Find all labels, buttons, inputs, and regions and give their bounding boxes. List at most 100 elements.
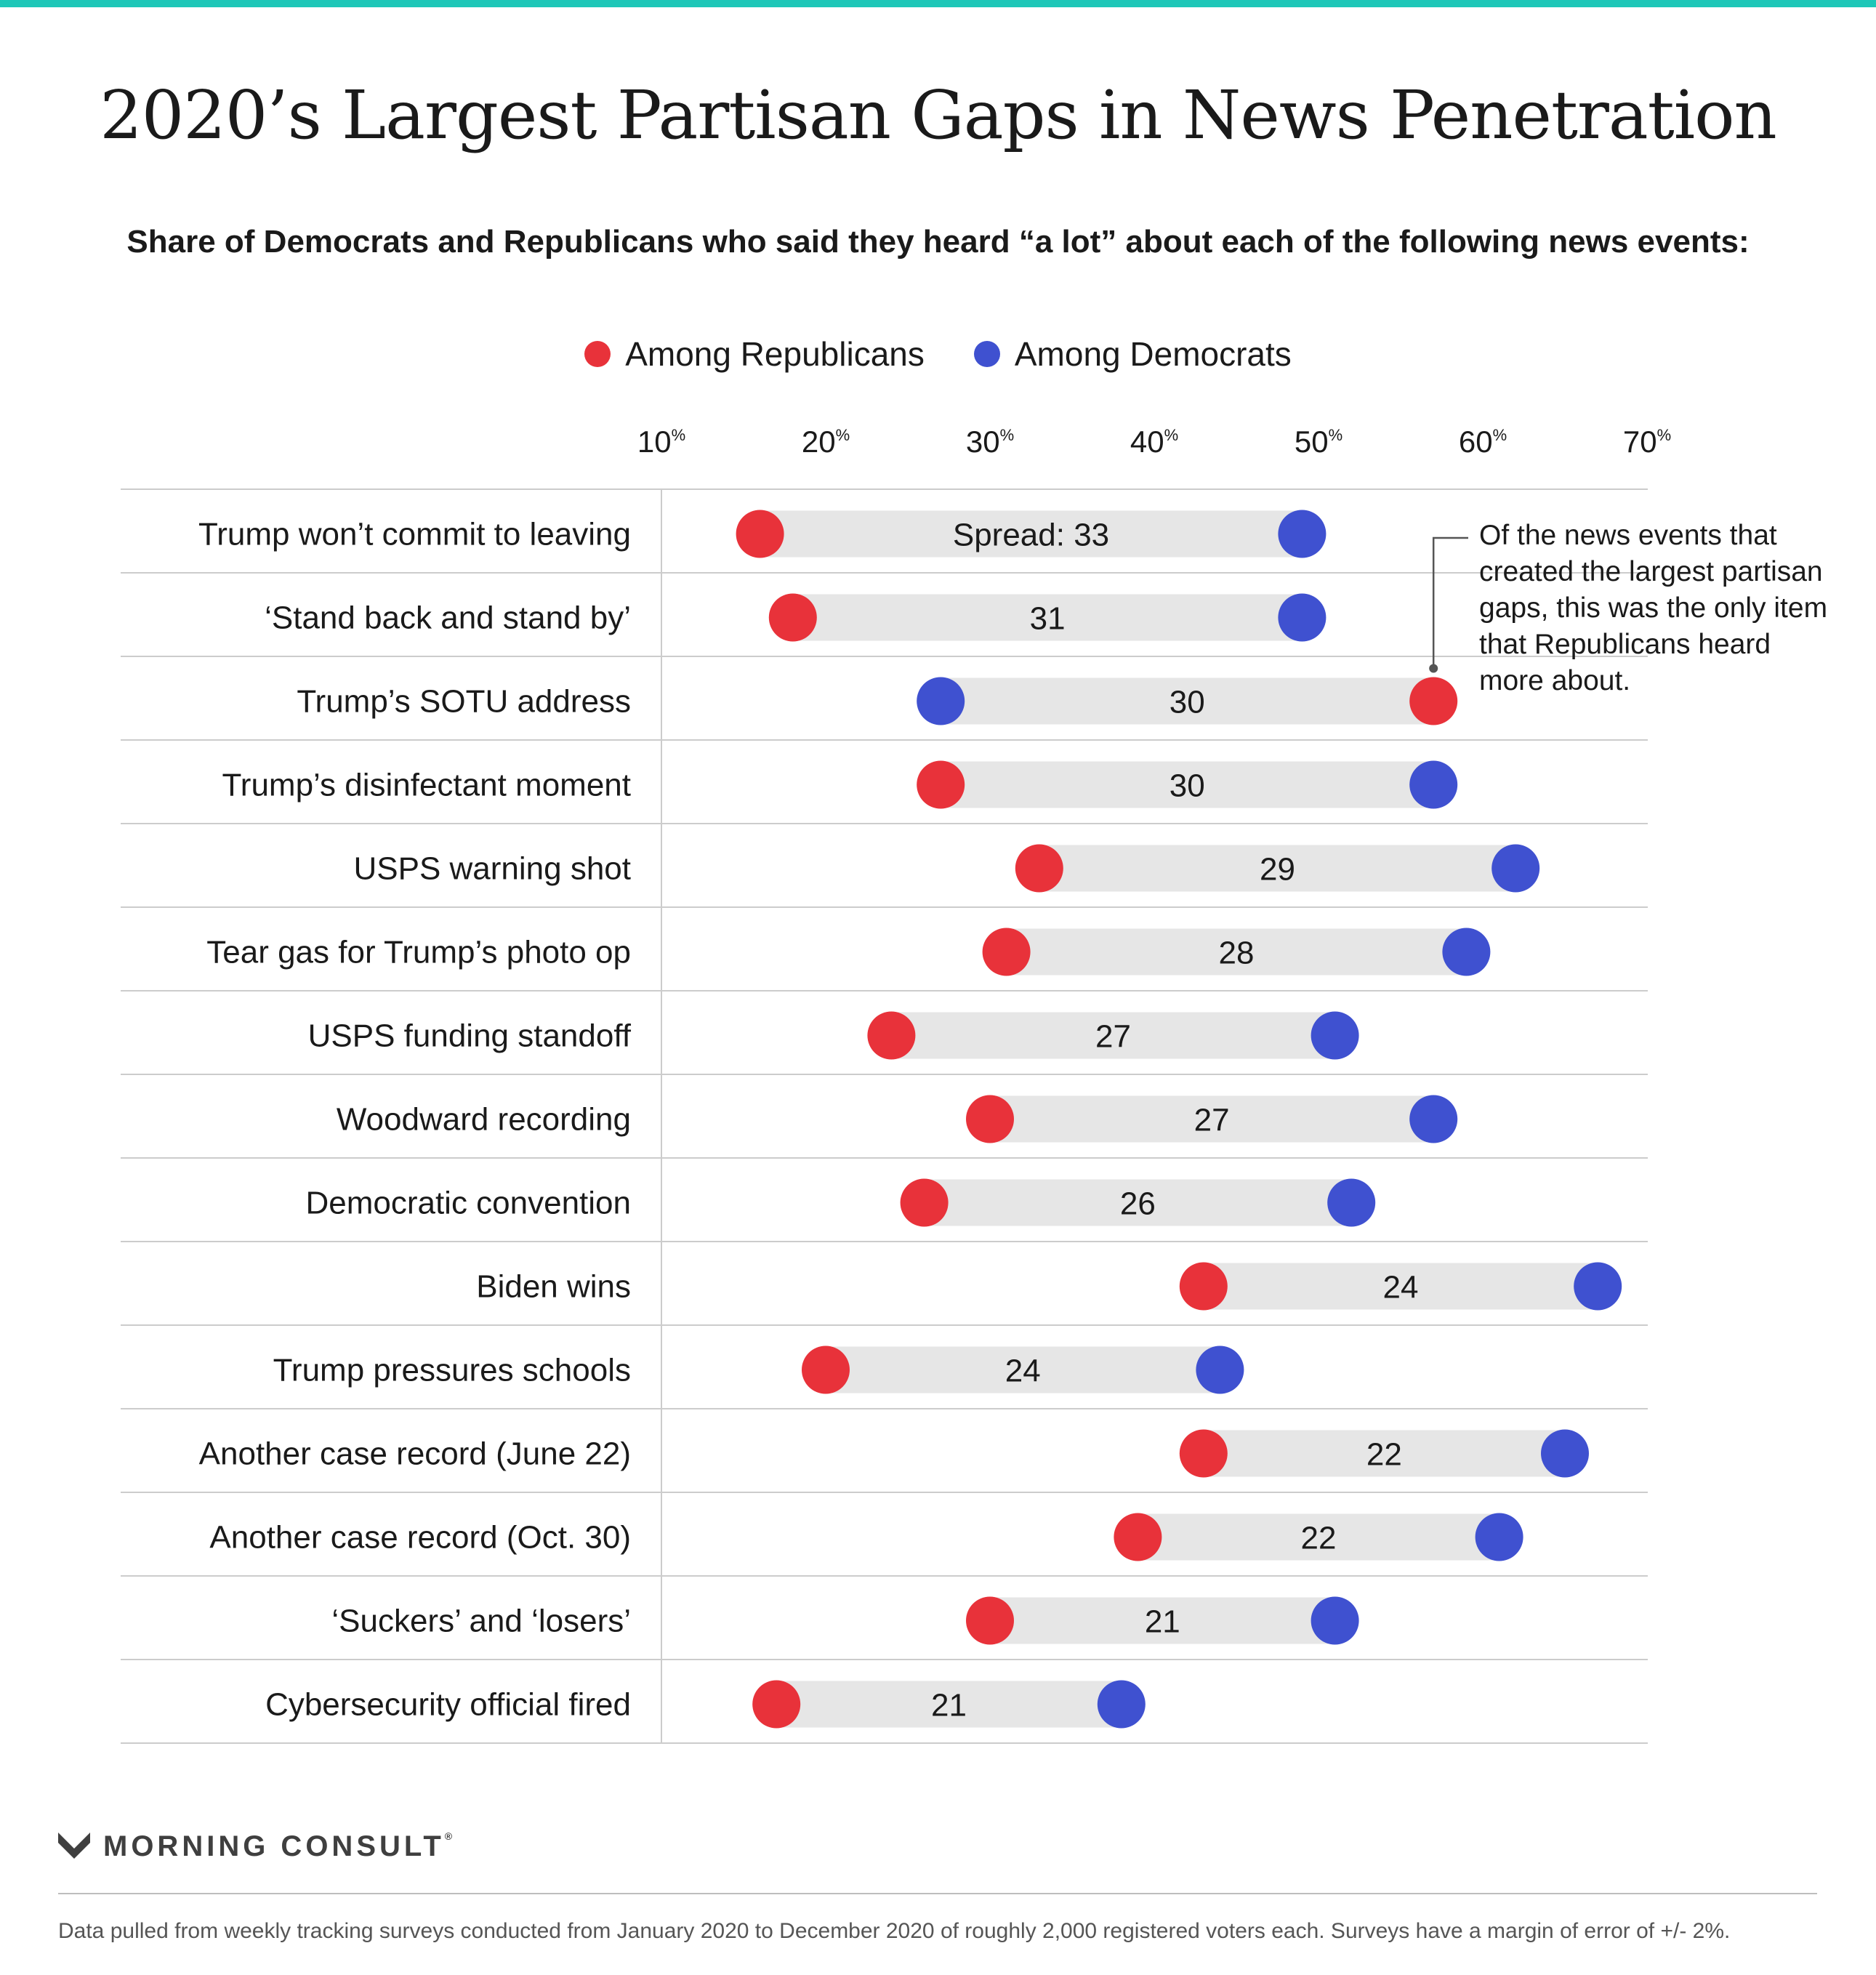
x-tick-label: 40% <box>1130 425 1178 459</box>
annotation-leader-line <box>1432 536 1468 669</box>
category-label: USPS funding standoff <box>308 1018 632 1054</box>
legend-item-democrats: Among Democrats <box>973 334 1292 374</box>
legend-label-democrats: Among Democrats <box>1014 335 1292 373</box>
spread-bar <box>760 510 1303 558</box>
annotation-leader-dot <box>1429 664 1438 673</box>
dumbbell-chart: 10% 20% 30% 40% 50% 60% 70% Trump won’t commit … <box>121 425 1671 1744</box>
x-tick-label: 20% <box>802 425 850 459</box>
spread-label: 26 <box>1120 1186 1156 1222</box>
spread-bar <box>941 677 1434 725</box>
republican-dot <box>768 593 817 642</box>
category-label: Woodward recording <box>337 1102 631 1138</box>
brand-name: MORNING CONSULT® <box>103 1830 456 1862</box>
spread-bar <box>990 1597 1335 1644</box>
chart-subtitle: Share of Democrats and Republicans who s… <box>126 224 1750 260</box>
republican-dot <box>917 760 965 809</box>
category-label: Another case record (Oct. 30) <box>209 1520 631 1556</box>
spread-label: 24 <box>1383 1270 1419 1306</box>
legend-label-republicans: Among Republicans <box>625 335 925 373</box>
spread-bar <box>1006 928 1467 976</box>
republican-dot <box>1179 1429 1228 1478</box>
category-label: Trump’s disinfectant moment <box>222 768 631 803</box>
republican-dot <box>900 1178 949 1227</box>
spread-bar <box>924 1179 1352 1226</box>
legend-dot-democrats <box>973 341 1000 367</box>
top-accent-bar <box>0 0 1876 7</box>
republican-dot <box>867 1011 916 1060</box>
legend-item-republicans: Among Republicans <box>584 334 925 374</box>
legend-dot-republicans <box>584 341 611 367</box>
democrat-dot <box>1409 760 1458 809</box>
sotu-annotation: Of the news events that created the larg… <box>1479 520 1828 696</box>
democrat-dot <box>1475 1513 1523 1561</box>
spread-bar <box>891 1012 1335 1059</box>
category-label: ‘Suckers’ and ‘losers’ <box>331 1604 631 1639</box>
x-tick-label: 60% <box>1459 425 1507 459</box>
spread-label: 21 <box>1145 1604 1180 1640</box>
republican-dot <box>802 1346 850 1394</box>
republican-dot <box>1114 1513 1162 1561</box>
category-label: Trump won’t commit to leaving <box>198 517 631 552</box>
brand: MORNING CONSULT® <box>58 1830 456 1863</box>
democrat-dot <box>1541 1429 1589 1478</box>
democrat-dot <box>1278 510 1327 558</box>
republican-dot <box>966 1596 1014 1645</box>
footnote: Data pulled from weekly tracking surveys… <box>58 1919 1731 1943</box>
category-label: ‘Stand back and stand by’ <box>265 600 631 636</box>
republican-dot <box>736 510 784 558</box>
chart-title: 2020’s Largest Partisan Gaps in News Pen… <box>100 76 1777 154</box>
x-tick-label: 10% <box>637 425 685 459</box>
republican-dot <box>1179 1262 1228 1311</box>
spread-label: 30 <box>1170 768 1205 804</box>
democrat-dot <box>1409 1095 1458 1143</box>
spread-bar <box>776 1681 1122 1728</box>
spread-label: 27 <box>1095 1019 1131 1055</box>
democrat-dot <box>1327 1178 1376 1227</box>
democrat-dot <box>1442 928 1491 976</box>
category-label: Biden wins <box>476 1269 631 1305</box>
spread-label: 31 <box>1030 601 1066 637</box>
category-label: Trump pressures schools <box>273 1353 631 1388</box>
republican-dot <box>1015 844 1063 893</box>
republican-dot <box>966 1095 1014 1143</box>
category-label: Another case record (June 22) <box>199 1436 631 1472</box>
democrat-dot <box>1491 844 1540 893</box>
spread-bar <box>1203 1430 1565 1477</box>
spread-label: 28 <box>1219 936 1255 971</box>
category-label: Democratic convention <box>305 1186 631 1221</box>
spread-bar <box>792 594 1303 641</box>
category-label: Trump’s SOTU address <box>297 684 631 720</box>
republican-dot <box>982 928 1031 976</box>
spread-label: 22 <box>1366 1437 1402 1473</box>
footer-divider <box>58 1893 1817 1894</box>
spread-bar <box>1203 1263 1598 1310</box>
spread-label: Spread: 33 <box>953 518 1109 553</box>
spread-bar <box>826 1346 1220 1393</box>
democrat-dot <box>917 677 965 725</box>
democrat-dot <box>1278 593 1327 642</box>
legend: Among Republicans Among Democrats <box>0 334 1876 374</box>
democrat-dot <box>1574 1262 1622 1311</box>
spread-label: 21 <box>931 1688 967 1723</box>
x-tick-label: 30% <box>966 425 1014 459</box>
x-tick-label: 50% <box>1295 425 1342 459</box>
republican-dot <box>752 1680 801 1729</box>
morning-consult-logo-icon <box>58 1832 90 1859</box>
spread-bar <box>941 761 1434 808</box>
x-tick-label: 70% <box>1623 425 1671 459</box>
democrat-dot <box>1097 1680 1146 1729</box>
spread-label: 29 <box>1260 852 1295 888</box>
spread-bar <box>990 1095 1434 1143</box>
democrat-dot <box>1311 1596 1359 1645</box>
spread-bar <box>1138 1513 1499 1561</box>
spread-label: 27 <box>1194 1103 1230 1138</box>
spread-label: 30 <box>1170 685 1205 720</box>
spread-label: 24 <box>1005 1353 1041 1389</box>
democrat-dot <box>1311 1011 1359 1060</box>
democrat-dot <box>1196 1346 1244 1394</box>
category-label: Cybersecurity official fired <box>265 1687 631 1723</box>
republican-dot <box>1409 677 1458 725</box>
spread-bar <box>1039 845 1516 892</box>
category-label: USPS warning shot <box>353 851 631 887</box>
category-label: Tear gas for Trump’s photo op <box>206 935 631 970</box>
